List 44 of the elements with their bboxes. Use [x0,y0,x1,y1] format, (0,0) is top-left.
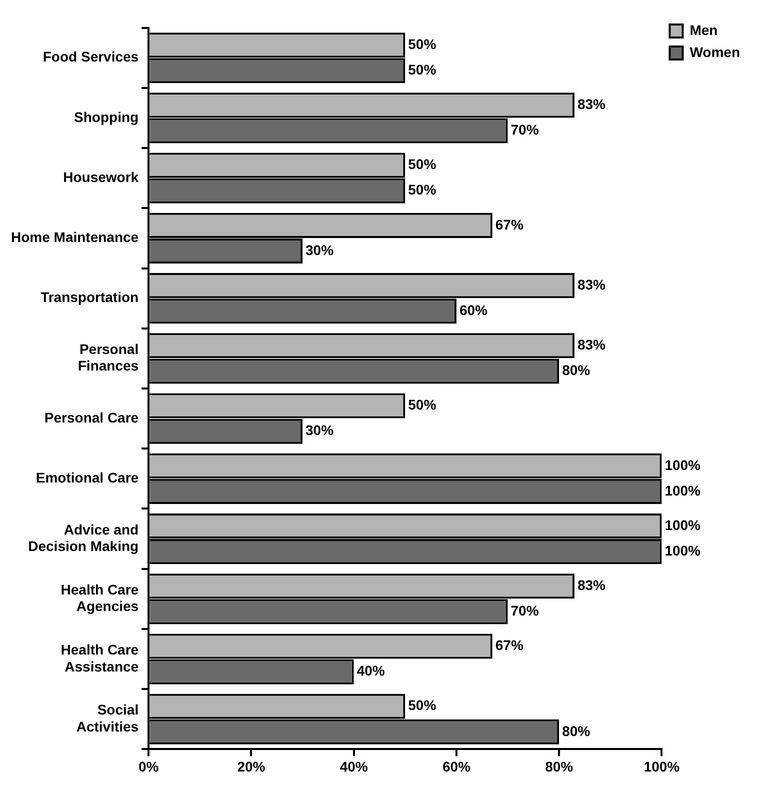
data-label: 50% [408,182,437,198]
data-label: 100% [664,482,702,498]
data-label: 100% [664,516,702,533]
data-label: 50% [408,36,437,52]
data-label: 30% [306,242,334,258]
data-label: 60% [459,302,488,318]
data-label: 70% [510,122,540,138]
data-label: 83% [577,96,606,112]
data-label: 67% [495,637,524,654]
data-label: 83% [577,576,606,593]
data-label: 100% [664,456,702,473]
y-tick-label: Transportation [40,289,139,306]
legend-label: Men [690,22,718,38]
x-tick-label: 0% [138,758,160,774]
y-tick-label: Shopping [74,108,139,125]
y-tick-label: Personal Finances [78,340,139,374]
data-label: 50% [408,396,437,413]
data-label: 83% [577,336,606,353]
x-tick-label: 40% [340,758,368,774]
data-label: 50% [408,156,437,172]
y-tick-label: Social Activities [76,702,139,734]
data-label: 50% [408,61,437,78]
y-tick-label: Advice and Decision Making [28,521,139,554]
data-label: 80% [562,722,591,739]
data-label: 50% [408,697,437,714]
data-label: 67% [495,216,524,232]
data-label: 100% [664,542,702,558]
x-tick-label: 80% [545,758,574,774]
data-label: 83% [577,276,606,292]
y-tick-label: Food Services [42,48,139,65]
data-label: 40% [356,662,386,679]
y-tick-label: Health Care Agencies [60,581,139,614]
y-tick-label: Personal Care [44,409,139,426]
x-tick-label: 20% [237,758,266,774]
y-tick-label: Home Maintenance [10,229,139,246]
data-label: 70% [510,602,540,619]
legend-label: Women [690,44,740,60]
y-tick-label: Housework [63,168,139,185]
data-label: 30% [306,422,334,438]
x-tick-label: 60% [442,758,472,774]
data-label: 80% [562,362,591,378]
x-tick-label: 100% [644,758,680,774]
y-tick-label: Emotional Care [36,470,139,486]
y-tick-label: Health Care Assistance [60,641,139,674]
